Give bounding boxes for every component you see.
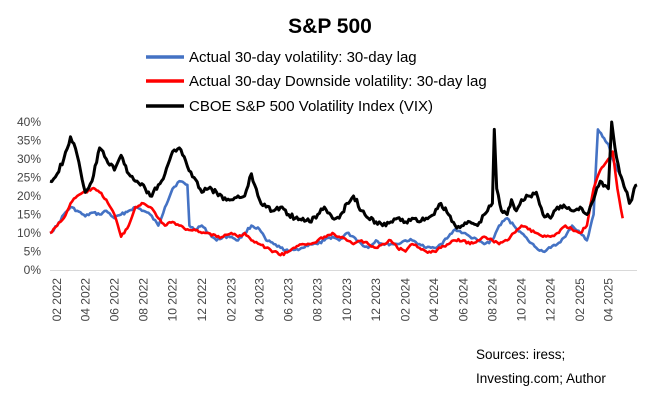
legend-label-actual-vol: Actual 30-day volatility: 30-day lag: [189, 49, 417, 66]
x-tick-label: 04 2023: [253, 278, 267, 322]
x-axis-ticks: 02 2022 04 2022 06 2022 08 2022 10 2022 12 20…: [50, 278, 615, 322]
x-tick-label: 08 2023: [311, 278, 325, 322]
chart-title: S&P 500: [288, 15, 372, 38]
x-tick-label: 12 2022: [195, 278, 209, 322]
downside-vol-line: [49, 150, 624, 257]
legend-item-actual-vol: Actual 30-day volatility: 30-day lag: [146, 49, 417, 66]
x-tick-label: 10 2023: [340, 278, 354, 322]
legend-item-vix: CBOE S&P 500 Volatility Index (VIX): [146, 98, 433, 115]
y-tick-label: 35%: [17, 134, 41, 148]
x-tick-label: 10 2024: [515, 278, 529, 322]
legend-label-downside-vol: Actual 30-day Downside volatility: 30-da…: [189, 73, 487, 90]
x-tick-label: 02 2025: [573, 278, 587, 322]
source-line-2: Investing.com; Author: [476, 371, 606, 386]
y-tick-label: 20%: [17, 189, 41, 203]
x-tick-label: 08 2024: [485, 278, 499, 322]
y-tick-label: 10%: [17, 226, 41, 240]
y-tick-label: 0%: [24, 263, 42, 277]
legend: Actual 30-day volatility: 30-day lag Act…: [146, 49, 487, 115]
series-lines: [49, 120, 638, 257]
x-tick-label: 02 2023: [224, 278, 238, 322]
x-tick-label: 02 2024: [399, 278, 413, 322]
x-tick-label: 04 2025: [601, 278, 615, 322]
x-tick-label: 02 2022: [50, 278, 64, 322]
x-tick-label: 06 2024: [456, 278, 470, 322]
legend-label-vix: CBOE S&P 500 Volatility Index (VIX): [189, 98, 433, 115]
y-tick-label: 15%: [17, 208, 41, 222]
x-tick-label: 04 2024: [427, 278, 441, 322]
x-tick-label: 10 2022: [166, 278, 180, 322]
y-tick-label: 40%: [17, 115, 41, 129]
y-tick-label: 5%: [24, 245, 42, 259]
source-line-1: Sources: iress;: [476, 347, 565, 362]
x-tick-label: 06 2023: [282, 278, 296, 322]
x-tick-label: 04 2022: [78, 278, 92, 322]
vix-line: [49, 120, 638, 230]
y-axis-ticks: 0% 5% 10% 15% 20% 25% 30% 35% 40%: [17, 115, 41, 277]
x-tick-label: 08 2022: [137, 278, 151, 322]
legend-item-downside-vol: Actual 30-day Downside volatility: 30-da…: [146, 73, 487, 90]
x-tick-label: 12 2023: [369, 278, 383, 322]
y-tick-label: 30%: [17, 152, 41, 166]
x-tick-label: 06 2022: [107, 278, 121, 322]
y-tick-label: 25%: [17, 171, 41, 185]
actual-vol-line: [49, 128, 624, 254]
x-tick-label: 12 2024: [544, 278, 558, 322]
